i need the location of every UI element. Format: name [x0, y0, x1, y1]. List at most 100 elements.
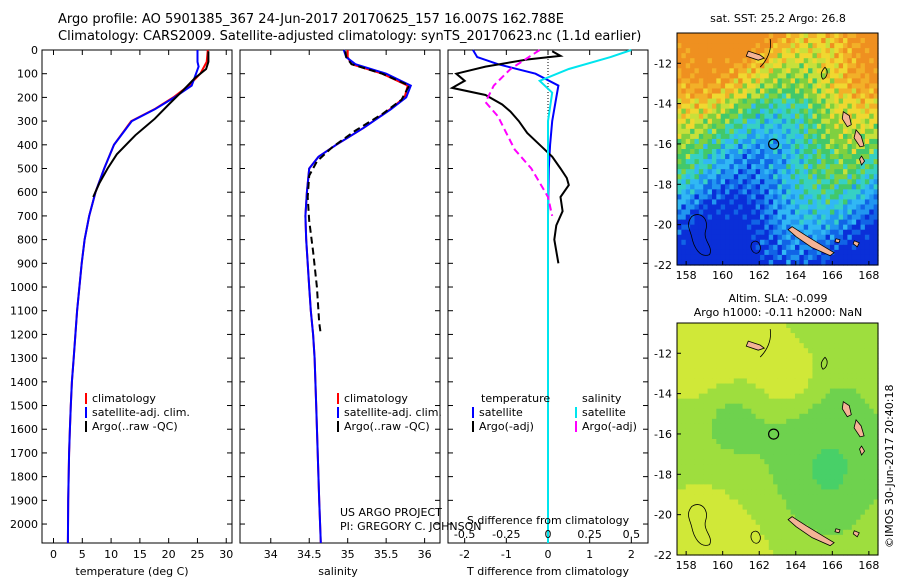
map-cell [694, 209, 700, 216]
map-cell [803, 469, 809, 475]
map-cell [851, 259, 857, 266]
map-cell [851, 138, 857, 145]
map-cell [860, 219, 866, 226]
map-cell [773, 83, 779, 90]
map-cell [860, 204, 866, 211]
credit-pi: PI: GREGORY C. JOHNSON [340, 520, 481, 533]
map-cell [843, 184, 849, 190]
map-cell [768, 93, 774, 100]
map-cell [803, 259, 809, 266]
map-cell [703, 428, 709, 435]
map-cell [834, 164, 840, 170]
map-cell [773, 103, 779, 110]
map-cell [812, 113, 818, 120]
map-cell [698, 53, 704, 59]
map-cell [794, 103, 800, 110]
map-cell [738, 353, 744, 359]
map-cell [733, 373, 739, 380]
map-cell [707, 184, 713, 190]
map-cell [729, 549, 735, 556]
map-cell [733, 179, 739, 185]
map-cell [794, 479, 800, 485]
map-cell [851, 474, 857, 480]
map-cell [764, 234, 770, 241]
map-cell [694, 328, 700, 334]
map-cell [716, 169, 722, 175]
map-cell [729, 209, 735, 216]
map-cell [851, 479, 857, 485]
map-cell [851, 108, 857, 115]
map-cell [834, 449, 840, 455]
y-tick-label: -20 [654, 219, 672, 232]
map-cell [698, 108, 704, 115]
map-cell [873, 323, 879, 329]
map-cell [690, 118, 696, 125]
map-cell [856, 444, 862, 450]
map-cell [790, 118, 796, 125]
map-cell [786, 159, 792, 165]
map-cell [703, 509, 709, 516]
map-cell [777, 189, 783, 195]
map-cell [716, 383, 722, 390]
map-cell [742, 204, 748, 211]
map-cell [790, 58, 796, 64]
map-cell [829, 189, 835, 195]
map-cell [685, 413, 691, 420]
map-cell [677, 138, 682, 145]
map-cell [816, 524, 822, 531]
map-cell [864, 439, 870, 445]
map-cell [698, 58, 704, 64]
map-cell [716, 133, 722, 140]
map-cell [864, 63, 870, 69]
map-cell [707, 179, 713, 185]
map-cell [707, 413, 713, 420]
map-cell [716, 454, 722, 460]
map-cell [781, 544, 787, 551]
map-cell [838, 413, 844, 420]
map-cell [698, 353, 704, 359]
map-cell [777, 459, 783, 465]
map-cell [677, 474, 682, 480]
map-cell [703, 328, 709, 334]
map-cell [860, 174, 866, 180]
map-frame [676, 32, 879, 266]
map-cell [755, 373, 761, 380]
map-cell [794, 398, 800, 405]
map-cell [716, 348, 722, 354]
map-cell [725, 439, 731, 445]
map-cell [733, 368, 739, 375]
map-cell [725, 363, 731, 369]
map-cell [751, 358, 757, 364]
map-cell [812, 224, 818, 231]
map-cell [677, 454, 682, 460]
map-cell [869, 194, 875, 201]
map-cell [764, 113, 770, 120]
map-cell [694, 479, 700, 485]
map-cell [725, 53, 731, 59]
map-cell [694, 499, 700, 506]
y-tick-label: 1500 [10, 400, 38, 413]
map-cell [764, 194, 770, 201]
map-cell [703, 323, 709, 329]
map-cell [860, 234, 866, 241]
map-cell [760, 58, 765, 64]
map-cell [864, 489, 870, 496]
map-cell [825, 474, 831, 480]
map-cell [707, 348, 713, 354]
map-cell [733, 169, 739, 175]
map-cell [825, 43, 831, 49]
map-cell [786, 479, 792, 485]
map-cell [873, 524, 879, 531]
map-cell [777, 98, 783, 105]
map-cell [690, 328, 696, 334]
map-cell [729, 464, 735, 470]
map-cell [808, 58, 814, 64]
map-cell [746, 378, 752, 385]
map-cell [773, 378, 779, 385]
map-cell [829, 169, 835, 175]
map-cell [799, 118, 805, 125]
map-cell [707, 514, 713, 521]
map-cell [786, 43, 792, 49]
map-cell [790, 504, 796, 511]
map-cell [786, 204, 792, 211]
